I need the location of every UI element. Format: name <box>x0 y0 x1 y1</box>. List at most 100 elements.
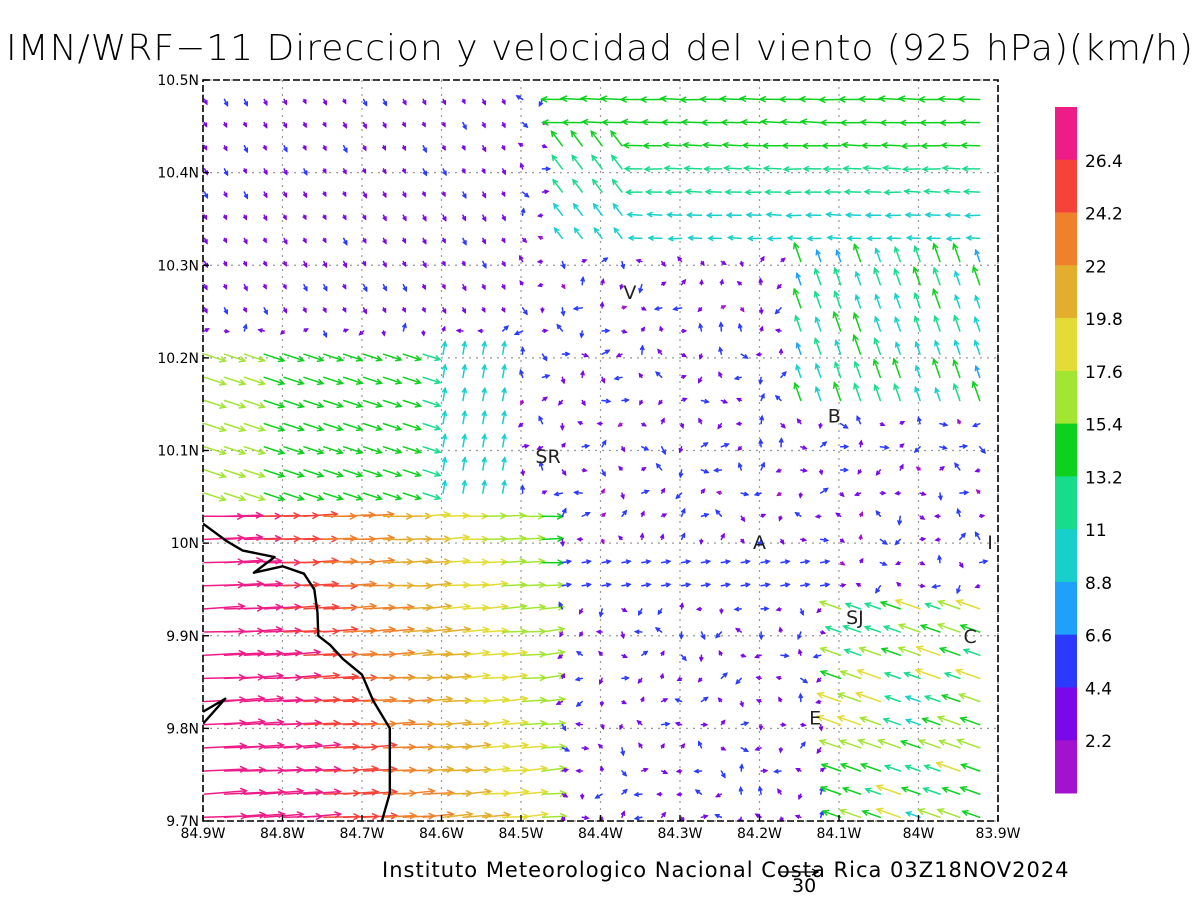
wind-arrow <box>342 98 347 105</box>
wind-arrow <box>441 479 448 494</box>
wind-arrow <box>715 490 723 495</box>
wind-arrow <box>843 648 862 656</box>
wind-arrow <box>660 533 665 541</box>
wind-arrow <box>680 654 687 662</box>
wind-arrow <box>322 330 328 339</box>
wind-arrow <box>624 189 643 196</box>
wind-arrow <box>422 353 442 362</box>
wind-arrow <box>904 718 921 726</box>
wind-arrow <box>517 142 524 148</box>
station-label: E <box>809 707 821 729</box>
wind-arrow <box>620 446 626 453</box>
wind-arrow <box>893 267 901 286</box>
wind-arrow <box>637 677 643 684</box>
wind-arrow <box>203 353 227 363</box>
wind-arrow <box>757 785 763 795</box>
wind-arrow <box>913 291 921 309</box>
wind-arrow <box>718 346 723 355</box>
wind-arrow <box>626 211 643 218</box>
wind-arrow <box>580 276 586 286</box>
wind-arrow <box>726 235 742 241</box>
wind-arrow <box>581 815 590 820</box>
wind-arrow <box>442 307 447 315</box>
wind-arrow <box>858 646 882 656</box>
colorbar-segment <box>1055 740 1077 794</box>
wind-arrow <box>918 119 941 126</box>
reference-vector-label: 30 <box>792 875 816 897</box>
lon-tick-label: 84.4W <box>578 826 623 842</box>
wind-arrow <box>283 766 323 773</box>
colorbar-label: 19.8 <box>1085 310 1123 330</box>
wind-arrow <box>919 515 926 520</box>
wind-arrow <box>303 422 325 432</box>
wind-arrow <box>700 260 705 267</box>
wind-arrow <box>223 283 228 290</box>
wind-arrow <box>402 283 408 293</box>
wind-arrow <box>882 625 901 633</box>
wind-arrow <box>441 433 448 448</box>
wind-arrow <box>839 467 849 473</box>
wind-arrow <box>893 292 901 309</box>
wind-arrow <box>595 629 603 635</box>
wind-arrow <box>895 561 901 566</box>
wind-arrow <box>501 260 506 268</box>
wind-arrow <box>641 466 647 472</box>
wind-arrow <box>501 456 507 471</box>
wind-arrow <box>695 606 703 612</box>
wind-arrow <box>660 743 665 749</box>
wind-arrow <box>402 492 423 501</box>
wind-arrow <box>754 813 762 819</box>
wind-arrow <box>601 439 607 448</box>
wind-arrow <box>263 191 268 199</box>
wind-arrow <box>342 422 364 432</box>
wind-arrow <box>600 488 605 494</box>
wind-arrow <box>934 386 941 402</box>
station-labels: V B SR A I SJ C E <box>535 282 992 729</box>
wind-arrow <box>826 235 842 241</box>
wind-arrow <box>263 627 303 635</box>
wind-arrow <box>896 581 902 587</box>
wind-arrow <box>621 397 630 403</box>
wind-arrow <box>718 95 742 103</box>
wind-arrow <box>303 811 343 819</box>
wind-arrow <box>442 766 474 774</box>
wind-arrow <box>574 676 583 682</box>
wind-arrow <box>520 399 525 406</box>
wind-arrow <box>919 561 926 566</box>
wind-arrow <box>914 385 921 402</box>
wind-arrow <box>263 121 268 129</box>
lat-tick-label: 9.7N <box>166 814 199 830</box>
wind-arrow <box>700 582 712 588</box>
wind-arrow <box>282 191 288 198</box>
wind-arrow <box>760 392 765 402</box>
wind-arrow <box>520 207 526 216</box>
wind-arrow <box>223 492 247 502</box>
wind-arrow <box>959 490 970 496</box>
wind-arrow <box>362 121 367 130</box>
wind-arrow <box>572 202 583 216</box>
colorbar-label: 6.6 <box>1085 627 1112 647</box>
wind-arrow <box>758 723 764 731</box>
wind-arrow <box>501 283 506 290</box>
wind-arrow <box>540 307 545 314</box>
wind-arrow <box>894 538 901 546</box>
lon-tick-label: 83.9W <box>975 826 1020 842</box>
wind-arrow <box>559 95 583 102</box>
wind-arrow <box>919 491 927 496</box>
wind-arrow <box>923 695 941 703</box>
wind-arrow <box>422 422 442 431</box>
wind-arrow <box>223 422 247 432</box>
reference-vector: 30 <box>778 868 820 897</box>
wind-arrow <box>724 189 742 195</box>
wind-arrow <box>262 237 267 244</box>
wind-arrow <box>223 168 229 177</box>
wind-arrow <box>720 672 728 680</box>
wind-arrow <box>974 294 981 309</box>
wind-arrow <box>560 422 565 431</box>
wind-arrow <box>780 582 791 588</box>
wind-arrow <box>521 603 547 611</box>
wind-arrow <box>874 247 882 263</box>
wind-arrow <box>303 260 308 269</box>
wind-arrow <box>362 237 367 244</box>
